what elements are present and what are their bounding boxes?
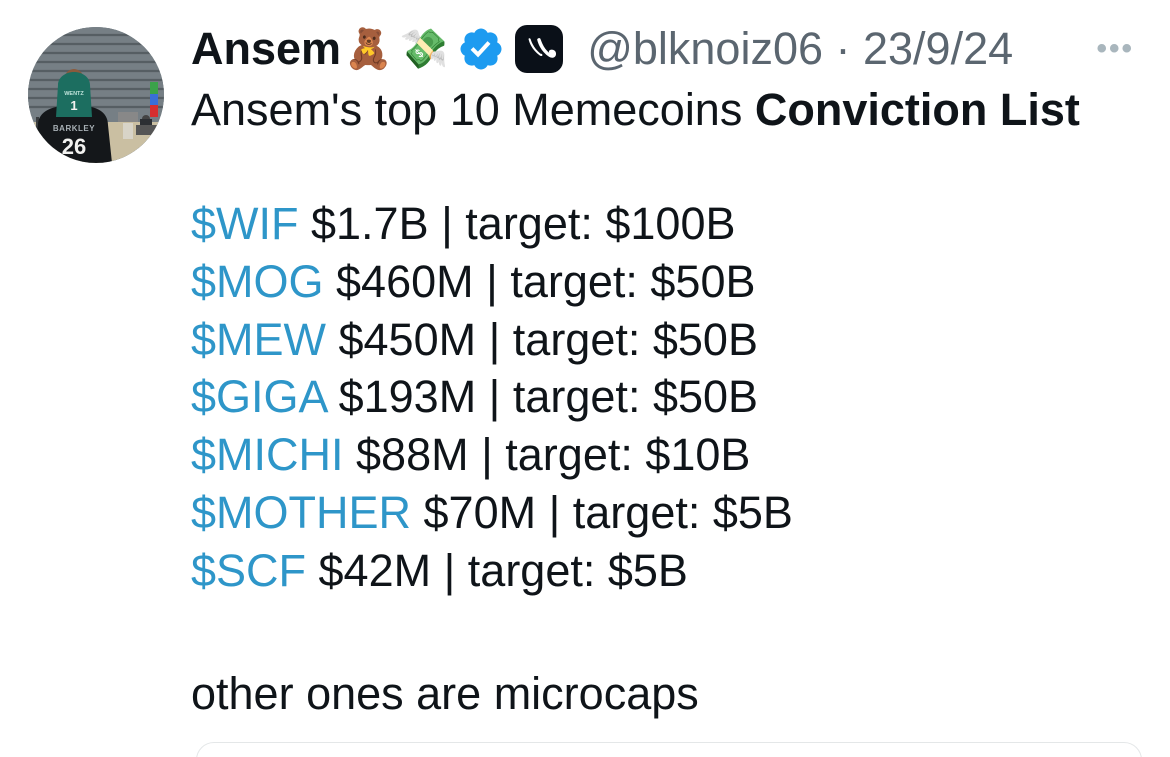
svg-text:26: 26 (62, 134, 86, 159)
svg-text:BARKLEY: BARKLEY (53, 124, 95, 133)
svg-text:1: 1 (70, 98, 77, 113)
svg-text:WENTZ: WENTZ (64, 91, 84, 97)
